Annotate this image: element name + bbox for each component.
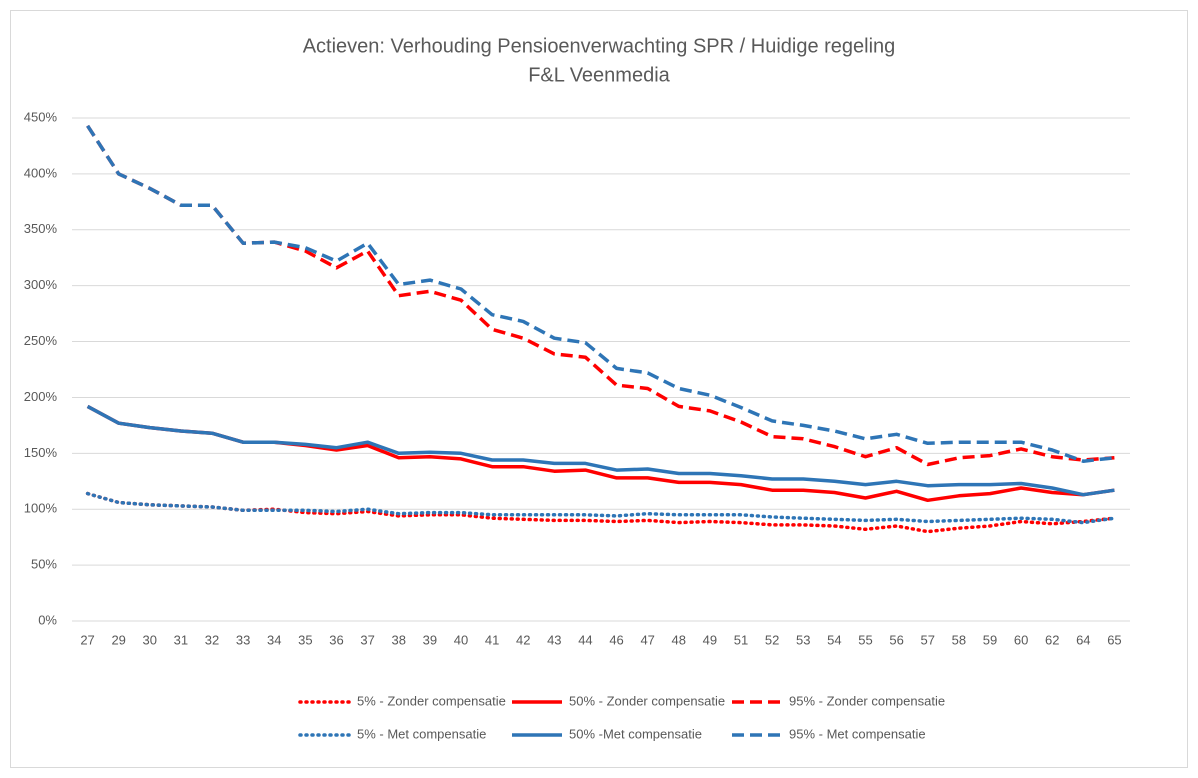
legend-label: 5% - Met compensatie: [357, 726, 486, 741]
legend-label: 50% - Zonder compensatie: [569, 693, 725, 708]
x-tick-label: 32: [205, 632, 219, 647]
x-tick-label: 54: [827, 632, 841, 647]
x-tick-label: 35: [298, 632, 312, 647]
x-tick-label: 36: [329, 632, 343, 647]
y-tick-label: 400%: [24, 165, 58, 180]
series-line: [85, 491, 1117, 525]
x-tick-label: 29: [111, 632, 125, 647]
x-tick-label: 47: [640, 632, 654, 647]
x-tick-label: 49: [703, 632, 717, 647]
y-tick-label: 100%: [24, 501, 58, 516]
x-tick-label: 43: [547, 632, 561, 647]
y-tick-label: 250%: [24, 333, 58, 348]
x-tick-label: 31: [174, 632, 188, 647]
series-line: [86, 124, 1115, 463]
x-tick-label: 39: [423, 632, 437, 647]
x-tick-label: 58: [952, 632, 966, 647]
y-tick-label: 50%: [31, 557, 57, 572]
legend-label: 95% - Zonder compensatie: [789, 693, 945, 708]
y-tick-label: 0%: [38, 612, 57, 627]
legend-label: 50% -Met compensatie: [569, 726, 702, 741]
y-tick-label: 300%: [24, 277, 58, 292]
x-tick-label: 33: [236, 632, 250, 647]
x-tick-label: 48: [672, 632, 686, 647]
x-tick-label: 56: [889, 632, 903, 647]
x-tick-label: 52: [765, 632, 779, 647]
x-tick-label: 37: [360, 632, 374, 647]
x-tick-label: 51: [734, 632, 748, 647]
x-tick-label: 57: [921, 632, 935, 647]
x-tick-label: 55: [858, 632, 872, 647]
x-tick-label: 30: [143, 632, 157, 647]
x-tick-label: 64: [1076, 632, 1090, 647]
x-tick-label: 65: [1107, 632, 1121, 647]
x-tick-label: 62: [1045, 632, 1059, 647]
chart-title: Actieven: Verhouding Pensioenverwachting…: [303, 35, 896, 57]
y-tick-label: 450%: [24, 109, 58, 124]
chart-subtitle: F&L Veenmedia: [528, 64, 670, 86]
x-tick-label: 41: [485, 632, 499, 647]
y-tick-label: 150%: [24, 445, 58, 460]
chart-border: [10, 10, 1188, 768]
series-line: [86, 404, 1115, 497]
legend-label: 5% - Zonder compensatie: [357, 693, 506, 708]
x-tick-label: 40: [454, 632, 468, 647]
x-tick-label: 27: [80, 632, 94, 647]
legend-label: 95% - Met compensatie: [789, 726, 926, 741]
x-tick-label: 42: [516, 632, 530, 647]
x-tick-label: 38: [392, 632, 406, 647]
x-tick-label: 46: [609, 632, 623, 647]
y-tick-label: 200%: [24, 389, 58, 404]
x-tick-label: 34: [267, 632, 281, 647]
x-tick-label: 60: [1014, 632, 1028, 647]
x-tick-label: 44: [578, 632, 592, 647]
x-tick-label: 59: [983, 632, 997, 647]
y-tick-label: 350%: [24, 221, 58, 236]
x-tick-label: 53: [796, 632, 810, 647]
